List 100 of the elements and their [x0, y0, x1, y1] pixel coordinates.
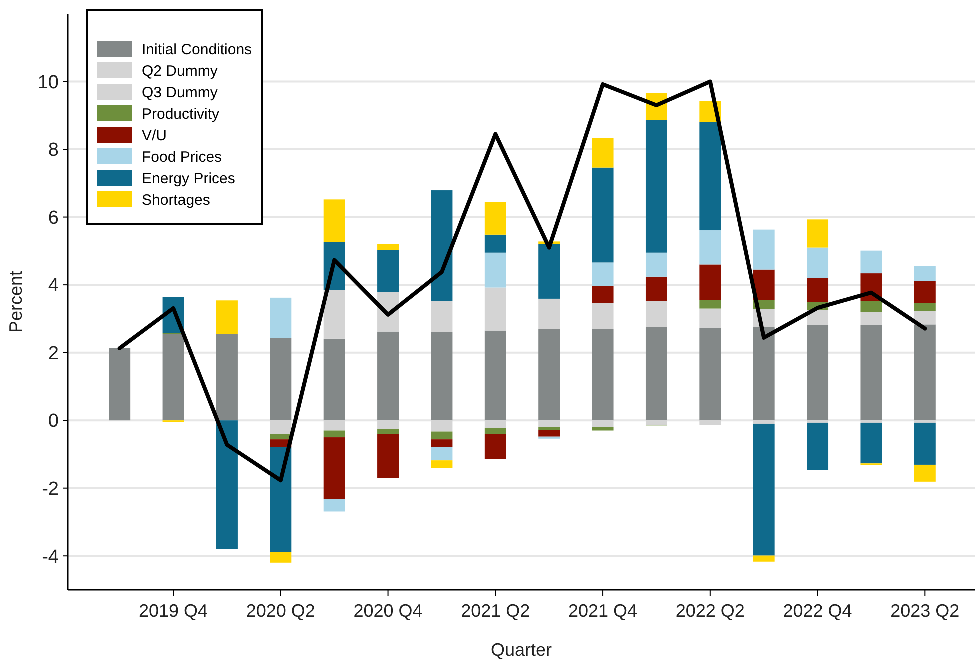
- bar: [860, 325, 882, 421]
- bar: [753, 556, 775, 562]
- bar: [378, 420, 400, 430]
- bar: [592, 329, 614, 421]
- bar: [431, 447, 453, 461]
- bar: [538, 298, 560, 330]
- y-tick-label: 0: [48, 411, 59, 432]
- x-tick-label: 2022 Q2: [676, 601, 745, 621]
- bar: [914, 324, 936, 421]
- y-axis-title: Percent: [6, 270, 26, 334]
- bar: [484, 428, 506, 434]
- x-tick-label: 2020 Q4: [354, 601, 423, 621]
- bar: [700, 300, 722, 309]
- bar: [216, 420, 238, 550]
- bar: [807, 422, 829, 470]
- bar: [914, 303, 936, 312]
- bar: [914, 280, 936, 304]
- bar: [431, 460, 453, 468]
- bar: [270, 298, 292, 338]
- bar: [538, 427, 560, 430]
- bar: [538, 244, 560, 299]
- bar: [378, 332, 400, 421]
- bar: [270, 447, 292, 552]
- bar: [431, 190, 453, 302]
- bar: [914, 311, 936, 325]
- bar: [700, 122, 722, 231]
- bar: [700, 308, 722, 328]
- bar: [484, 202, 506, 235]
- bar: [431, 332, 453, 421]
- bar: [700, 328, 722, 421]
- bar: [700, 264, 722, 300]
- bar: [324, 499, 346, 512]
- bar: [378, 434, 400, 478]
- bar: [753, 230, 775, 270]
- bar: [484, 252, 506, 288]
- bar: [378, 250, 400, 292]
- bar: [807, 310, 829, 326]
- bar: [538, 329, 560, 421]
- x-tick-label: 2020 Q2: [246, 601, 316, 621]
- bar: [324, 438, 346, 500]
- bar: [646, 420, 668, 425]
- bar: [914, 422, 936, 465]
- y-tick-label: 6: [48, 208, 59, 229]
- bar: [860, 250, 882, 274]
- bar: [646, 327, 668, 421]
- bar: [592, 168, 614, 263]
- bar: [807, 220, 829, 248]
- y-tick-label: 4: [48, 276, 60, 297]
- bar: [538, 420, 560, 428]
- y-tick-label: 8: [48, 140, 59, 162]
- bar: [646, 120, 668, 253]
- y-tick-label: 2: [48, 343, 59, 364]
- bar: [700, 230, 722, 265]
- bar: [431, 432, 453, 440]
- legend-label: Initial Conditions: [142, 41, 252, 58]
- bar: [646, 301, 668, 328]
- bar: [592, 286, 614, 304]
- bar: [484, 420, 506, 428]
- bar: [324, 420, 346, 431]
- bar: [860, 301, 882, 312]
- bar: [484, 234, 506, 253]
- bar: [753, 420, 775, 424]
- bar: [646, 276, 668, 302]
- bar: [807, 278, 829, 302]
- bar: [753, 270, 775, 300]
- bar: [270, 420, 292, 434]
- bar: [484, 330, 506, 421]
- x-tick-label: 2022 Q4: [783, 601, 852, 621]
- bar: [592, 262, 614, 286]
- bar: [324, 430, 346, 438]
- bar: [538, 430, 560, 437]
- bar: [753, 327, 775, 421]
- bar: [860, 422, 882, 464]
- bar: [484, 434, 506, 460]
- bar: [270, 552, 292, 563]
- bar: [431, 301, 453, 332]
- bar: [109, 348, 131, 421]
- y-tick-label: 10: [38, 72, 59, 94]
- bar: [270, 338, 292, 421]
- bar: [860, 312, 882, 326]
- bar: [700, 420, 722, 425]
- x-tick-label: 2019 Q4: [139, 601, 208, 621]
- legend-label: Q2 Dummy: [142, 62, 218, 80]
- bar: [592, 427, 614, 431]
- bar: [431, 440, 453, 448]
- x-tick-label: 2021 Q2: [461, 601, 530, 621]
- bar: [216, 300, 238, 334]
- legend-label: Q3 Dummy: [142, 84, 218, 102]
- bar: [324, 200, 346, 242]
- x-axis-title: Quarter: [490, 640, 552, 660]
- bar: [592, 420, 614, 428]
- legend-label: Shortages: [142, 192, 210, 209]
- line-series: [118, 80, 928, 483]
- bar: [378, 244, 400, 250]
- bar: [914, 266, 936, 281]
- bar: [378, 429, 400, 434]
- bar: [484, 288, 506, 331]
- x-tick-label: 2021 Q4: [568, 601, 638, 621]
- y-tick-label: -2: [42, 479, 59, 500]
- y-tick-label: -4: [42, 546, 60, 568]
